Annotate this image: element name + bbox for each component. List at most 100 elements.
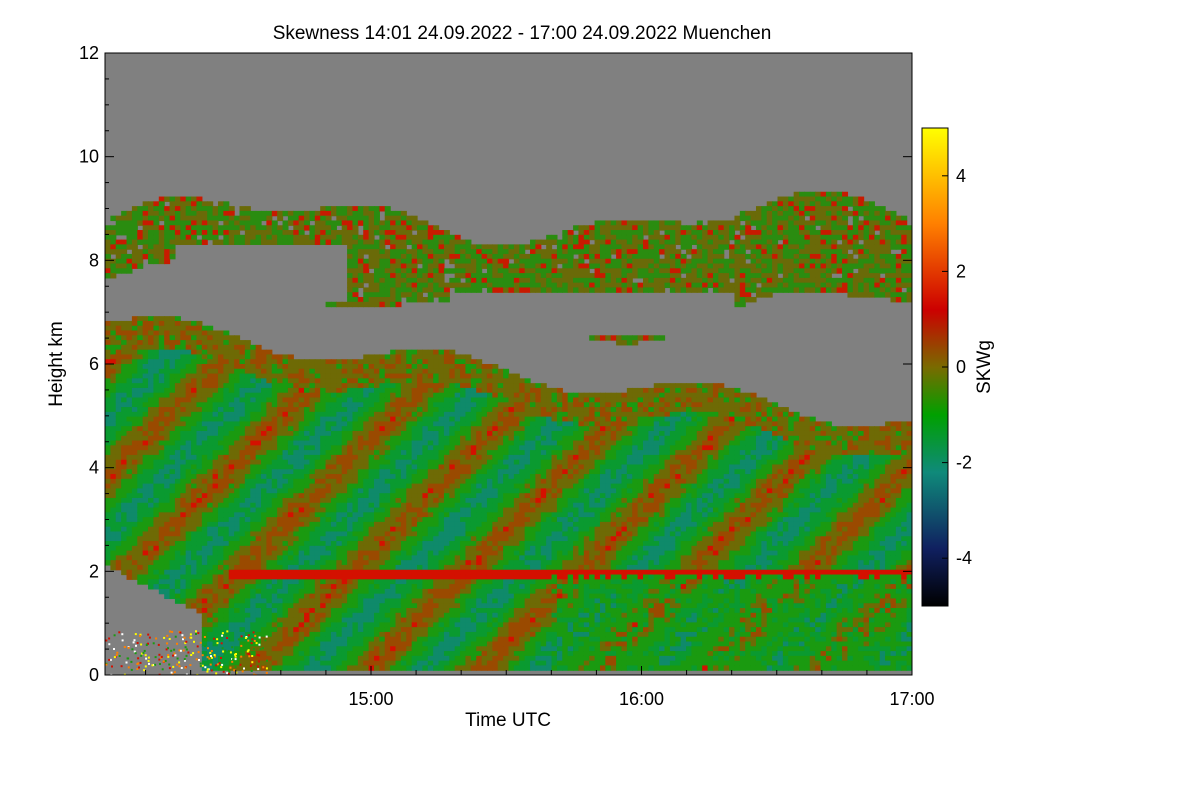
heatmap-cell: [287, 397, 294, 403]
heatmap-cell: [239, 210, 246, 217]
heatmap-cell: [234, 474, 241, 480]
heatmap-cell: [363, 292, 370, 298]
heatmap-cell: [282, 627, 289, 633]
heatmap-cell: [105, 526, 111, 533]
heatmap-cell: [341, 378, 348, 384]
heatmap-cell: [352, 598, 359, 604]
heatmap-cell: [271, 493, 278, 499]
heatmap-cell: [314, 383, 321, 389]
heatmap-cell: [443, 593, 450, 600]
heatmap-cell: [422, 507, 429, 513]
heatmap-cell: [164, 512, 171, 518]
heatmap-cell: [314, 507, 321, 513]
heatmap-cell: [153, 464, 160, 470]
heatmap-cell: [347, 579, 354, 585]
heatmap-cell: [330, 454, 337, 461]
heatmap-cell: [169, 488, 176, 494]
heatmap-cell: [449, 493, 456, 499]
heatmap-cell: [212, 555, 219, 561]
heatmap-cell: [180, 201, 187, 207]
heatmap-cell: [153, 426, 160, 432]
heatmap-cell: [261, 526, 267, 533]
heatmap-cell: [207, 464, 214, 470]
heatmap-cell: [406, 478, 413, 485]
heatmap-cell: [390, 622, 397, 628]
heatmap-cell: [352, 550, 359, 556]
heatmap-cell: [244, 349, 251, 356]
heatmap-cell: [115, 536, 122, 542]
heatmap-cell: [427, 464, 434, 470]
heatmap-cell: [277, 517, 284, 523]
heatmap-cell: [212, 450, 219, 456]
heatmap-cell: [277, 531, 284, 537]
heatmap-cell: [347, 631, 354, 638]
heatmap-cell: [158, 325, 165, 332]
heatmap-cell: [244, 435, 251, 442]
heatmap-cell: [390, 292, 397, 298]
heatmap-cell: [347, 502, 354, 509]
heatmap-cell: [174, 416, 181, 423]
heatmap-cell: [304, 651, 311, 657]
heatmap-cell: [357, 445, 364, 451]
heatmap-cell: [217, 407, 224, 413]
heatmap-cell: [438, 450, 445, 456]
heatmap-cell: [449, 579, 456, 585]
heatmap-cell: [422, 588, 429, 595]
heatmap-cell: [293, 627, 300, 633]
heatmap-cell: [379, 368, 386, 375]
heatmap-cell: [244, 206, 251, 212]
heatmap-cell: [255, 608, 262, 614]
heatmap-cell: [174, 430, 181, 437]
heatmap-cell: [244, 536, 251, 542]
heatmap-cell: [390, 617, 397, 623]
heatmap-cell: [121, 210, 128, 217]
heatmap-cell: [250, 569, 257, 576]
heatmap-cell: [137, 411, 144, 418]
heatmap-cell: [228, 579, 235, 585]
heatmap-cell: [266, 502, 273, 509]
heatmap-cell: [153, 579, 160, 585]
heatmap-cell: [384, 612, 391, 619]
heatmap-cell: [379, 464, 386, 470]
heatmap-cell: [433, 253, 440, 260]
heatmap-cell: [422, 641, 429, 647]
heatmap-cell: [239, 402, 246, 408]
heatmap-cell: [223, 651, 230, 657]
heatmap-cell: [250, 598, 257, 604]
heatmap-cell: [105, 493, 111, 499]
heatmap-cell: [212, 488, 219, 494]
heatmap-cell: [374, 292, 380, 298]
heatmap-cell: [148, 569, 155, 576]
heatmap-cell: [153, 454, 160, 461]
heatmap-cell: [449, 617, 456, 623]
heatmap-cell: [164, 368, 171, 375]
heatmap-cell: [330, 301, 337, 308]
heatmap-cell: [287, 521, 294, 528]
heatmap-cell: [217, 421, 224, 427]
heatmap-cell: [336, 464, 343, 470]
heatmap-cell: [352, 263, 359, 269]
heatmap-cell: [164, 493, 171, 499]
heatmap-cell: [207, 344, 214, 351]
heatmap-cell: [298, 512, 305, 518]
heatmap-cell: [271, 354, 278, 360]
heatmap-cell: [239, 426, 246, 432]
heatmap-cell: [212, 517, 219, 523]
heatmap-cell: [433, 569, 440, 576]
heatmap-cell: [255, 493, 262, 499]
heatmap-cell: [309, 364, 316, 370]
heatmap-cell: [266, 612, 273, 619]
heatmap-cell: [443, 450, 450, 456]
heatmap-cell: [185, 359, 192, 365]
heatmap-cell: [228, 430, 235, 437]
heatmap-cell: [433, 560, 440, 566]
heatmap-cell: [287, 459, 294, 466]
heatmap-cell: [158, 440, 165, 446]
heatmap-cell: [180, 435, 187, 442]
heatmap-cell: [363, 383, 370, 389]
heatmap-cell: [185, 411, 192, 418]
heatmap-cell: [287, 421, 294, 427]
heatmap-cell: [212, 574, 219, 580]
heatmap-cell: [347, 651, 354, 657]
heatmap-cell: [148, 488, 155, 494]
